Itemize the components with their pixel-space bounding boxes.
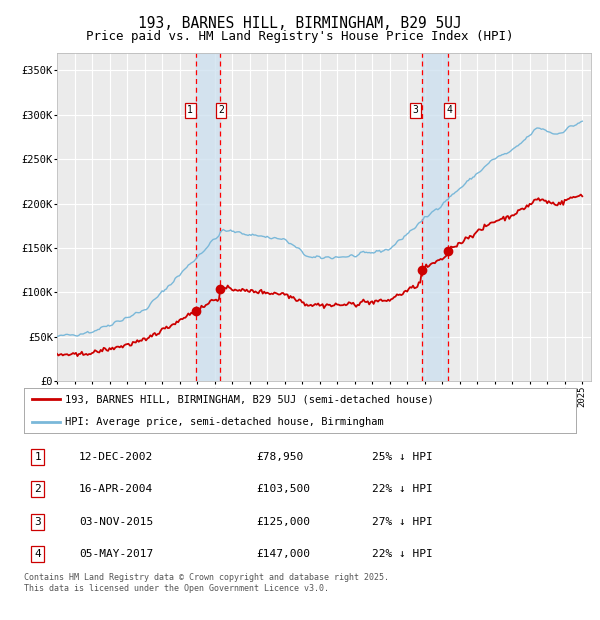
Bar [422,53,448,381]
Bar [196,53,220,381]
Text: 2: 2 [34,484,41,494]
Text: Contains HM Land Registry data © Crown copyright and database right 2025.
This d: Contains HM Land Registry data © Crown c… [24,574,389,593]
Text: Price paid vs. HM Land Registry's House Price Index (HPI): Price paid vs. HM Land Registry's House … [86,30,514,43]
Text: 2: 2 [218,105,224,115]
Text: 3: 3 [34,516,41,527]
Text: 22% ↓ HPI: 22% ↓ HPI [372,484,433,494]
Text: 05-MAY-2017: 05-MAY-2017 [79,549,154,559]
Text: 12-DEC-2002: 12-DEC-2002 [79,451,154,462]
Text: £103,500: £103,500 [256,484,310,494]
Text: 193, BARNES HILL, BIRMINGHAM, B29 5UJ: 193, BARNES HILL, BIRMINGHAM, B29 5UJ [138,16,462,31]
Text: 1: 1 [34,451,41,462]
Text: HPI: Average price, semi-detached house, Birmingham: HPI: Average price, semi-detached house,… [65,417,384,427]
Text: £147,000: £147,000 [256,549,310,559]
Text: £125,000: £125,000 [256,516,310,527]
Text: 4: 4 [34,549,41,559]
Text: 16-APR-2004: 16-APR-2004 [79,484,154,494]
Text: 193, BARNES HILL, BIRMINGHAM, B29 5UJ (semi-detached house): 193, BARNES HILL, BIRMINGHAM, B29 5UJ (s… [65,394,434,404]
Text: 3: 3 [413,105,419,115]
Text: £78,950: £78,950 [256,451,303,462]
Text: 4: 4 [446,105,452,115]
Text: 22% ↓ HPI: 22% ↓ HPI [372,549,433,559]
Text: 03-NOV-2015: 03-NOV-2015 [79,516,154,527]
Text: 1: 1 [187,105,193,115]
Text: 25% ↓ HPI: 25% ↓ HPI [372,451,433,462]
Text: 27% ↓ HPI: 27% ↓ HPI [372,516,433,527]
